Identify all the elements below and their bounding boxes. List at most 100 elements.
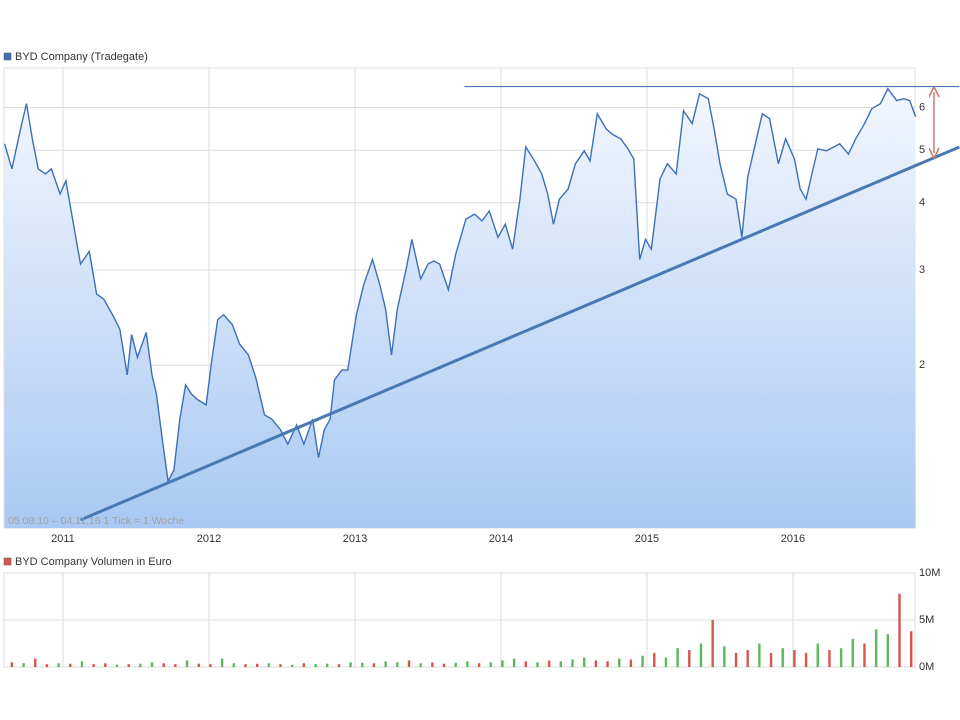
legend-swatch <box>3 557 12 566</box>
volume-bar <box>571 659 574 667</box>
volume-bar <box>793 650 796 667</box>
volume-bar <box>863 643 866 667</box>
y-tick-label: 4 <box>919 197 925 209</box>
volume-bar <box>816 643 819 667</box>
volume-bar <box>769 652 773 667</box>
volume-bar <box>372 663 376 667</box>
volume-bar <box>874 629 878 667</box>
volume-bar <box>594 660 598 667</box>
volume-bar <box>910 631 913 667</box>
volume-bar <box>629 659 633 667</box>
volume-bar <box>92 664 95 667</box>
y-tick-label: 10M <box>919 567 940 579</box>
volume-bar <box>898 593 901 667</box>
volume-bar <box>664 657 668 667</box>
volume-bar <box>185 660 189 667</box>
volume-bar <box>641 655 644 667</box>
volume-bar <box>489 662 492 667</box>
volume-bar <box>22 663 25 667</box>
volume-bar <box>851 638 855 667</box>
volume-bar <box>559 661 563 667</box>
y-tick-label: 5 <box>919 144 925 156</box>
volume-bar <box>431 662 434 667</box>
volume-bar <box>524 661 527 667</box>
price-line <box>3 87 917 484</box>
x-tick-label: 2016 <box>781 533 805 545</box>
y-tick-label: 0M <box>919 661 934 673</box>
volume-bar <box>69 663 72 667</box>
volume-bar <box>255 663 259 667</box>
legend-label: BYD Company Volumen in Euro <box>15 556 172 568</box>
trend-line <box>79 145 960 522</box>
volume-bar <box>758 643 761 667</box>
volume-bar <box>267 663 271 667</box>
x-tick-label: 2011 <box>51 533 75 545</box>
volume-bar <box>220 658 224 667</box>
volume-bar <box>326 663 329 667</box>
volume-bar <box>501 660 504 667</box>
volume-bar <box>512 658 516 667</box>
layer: BYD Company (Tradegate) 2011 2012 2013 2014 2… <box>3 51 960 673</box>
annotation: 05.08.10 – 04.11.16 1 Tick = 1 Woche <box>8 515 184 527</box>
volume-bar <box>419 663 422 667</box>
volume-bar <box>197 663 200 667</box>
volume-bar <box>80 661 84 667</box>
volume-bar <box>162 663 165 667</box>
volume-bar <box>781 648 784 667</box>
volume-bar <box>34 658 37 667</box>
volume-bar <box>279 664 282 667</box>
volume-bar <box>442 663 446 667</box>
volume-bar <box>45 664 49 667</box>
volume-bar <box>244 664 247 667</box>
y-tick-label: 5M <box>919 614 934 626</box>
volume-bar <box>290 664 294 667</box>
volume-bar <box>886 634 890 667</box>
volume-bar <box>734 652 738 667</box>
y-tick-label: 6 <box>919 101 925 113</box>
volume-bar <box>606 661 609 667</box>
volume-bar <box>115 664 119 667</box>
volume-bar <box>174 664 177 667</box>
volume-bar <box>57 663 60 667</box>
x-tick-label: 2012 <box>197 533 221 545</box>
volume-bar <box>699 643 703 667</box>
volume-bar <box>466 661 469 667</box>
volume-bar <box>232 663 235 667</box>
volume-bar <box>723 646 726 667</box>
volume-bar <box>828 650 831 667</box>
volume-bar <box>407 660 411 667</box>
volume-bar <box>349 662 352 667</box>
volume-bar <box>302 663 306 667</box>
x-tick-label: 2014 <box>489 533 513 545</box>
volume-bar <box>688 650 691 667</box>
volume-bar <box>746 650 749 667</box>
volume-bar <box>337 664 341 667</box>
volume-bar <box>676 648 679 667</box>
volume-bar <box>547 660 551 667</box>
area <box>4 88 916 528</box>
volume-bar <box>653 652 656 667</box>
volume-bar <box>139 663 142 667</box>
volume-bar <box>127 664 130 667</box>
volume-bar <box>384 661 387 667</box>
volume-bar <box>209 664 212 667</box>
volume-bar <box>454 662 457 667</box>
volume-bar <box>618 658 621 667</box>
volume-bar <box>150 662 154 667</box>
volume-bar <box>396 662 399 667</box>
volume-bar <box>582 657 586 667</box>
volume-bar <box>839 648 843 667</box>
y-tick-label: 3 <box>919 264 925 276</box>
volume-bar <box>314 664 317 667</box>
volume-bar <box>804 652 808 667</box>
y-tick-label: 2 <box>919 359 925 371</box>
x-tick-label: 2015 <box>635 533 659 545</box>
volume-bar <box>536 662 539 667</box>
legend-label: BYD Company (Tradegate) <box>15 51 148 63</box>
volume-bar <box>10 662 14 667</box>
volume-bar <box>361 662 364 667</box>
volume-bar <box>104 663 107 667</box>
volume-bar <box>477 663 481 667</box>
